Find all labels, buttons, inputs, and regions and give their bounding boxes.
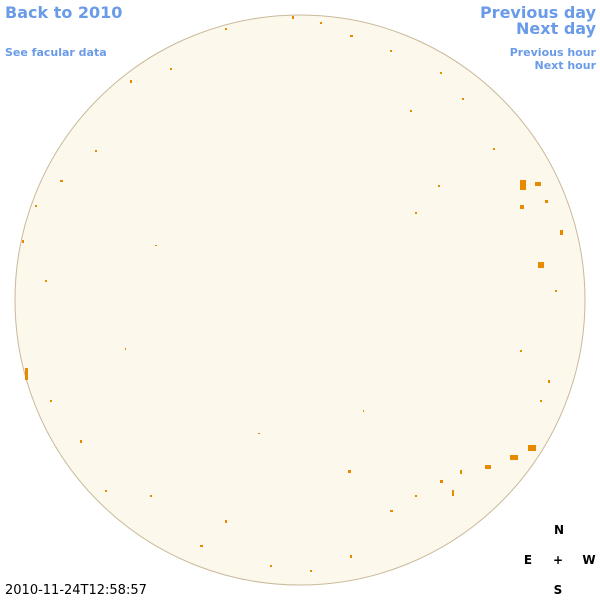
timestamp: 2010-11-24T12:58:57 bbox=[5, 583, 147, 598]
solar-disk bbox=[14, 14, 586, 586]
compass-east: E bbox=[524, 553, 532, 567]
previous-day-link[interactable]: Previous day bbox=[480, 3, 597, 22]
next-hour-link[interactable]: Next hour bbox=[535, 59, 597, 72]
compass-center: + bbox=[553, 553, 563, 567]
compass-south: S bbox=[554, 583, 563, 597]
facular-link[interactable]: See facular data bbox=[5, 46, 107, 59]
compass-north: N bbox=[554, 523, 564, 537]
previous-hour-link[interactable]: Previous hour bbox=[510, 46, 597, 59]
faculae bbox=[22, 16, 563, 572]
back-link[interactable]: Back to 2010 bbox=[5, 3, 122, 22]
next-day-link[interactable]: Next day bbox=[516, 19, 597, 38]
compass-west: W bbox=[582, 553, 595, 567]
